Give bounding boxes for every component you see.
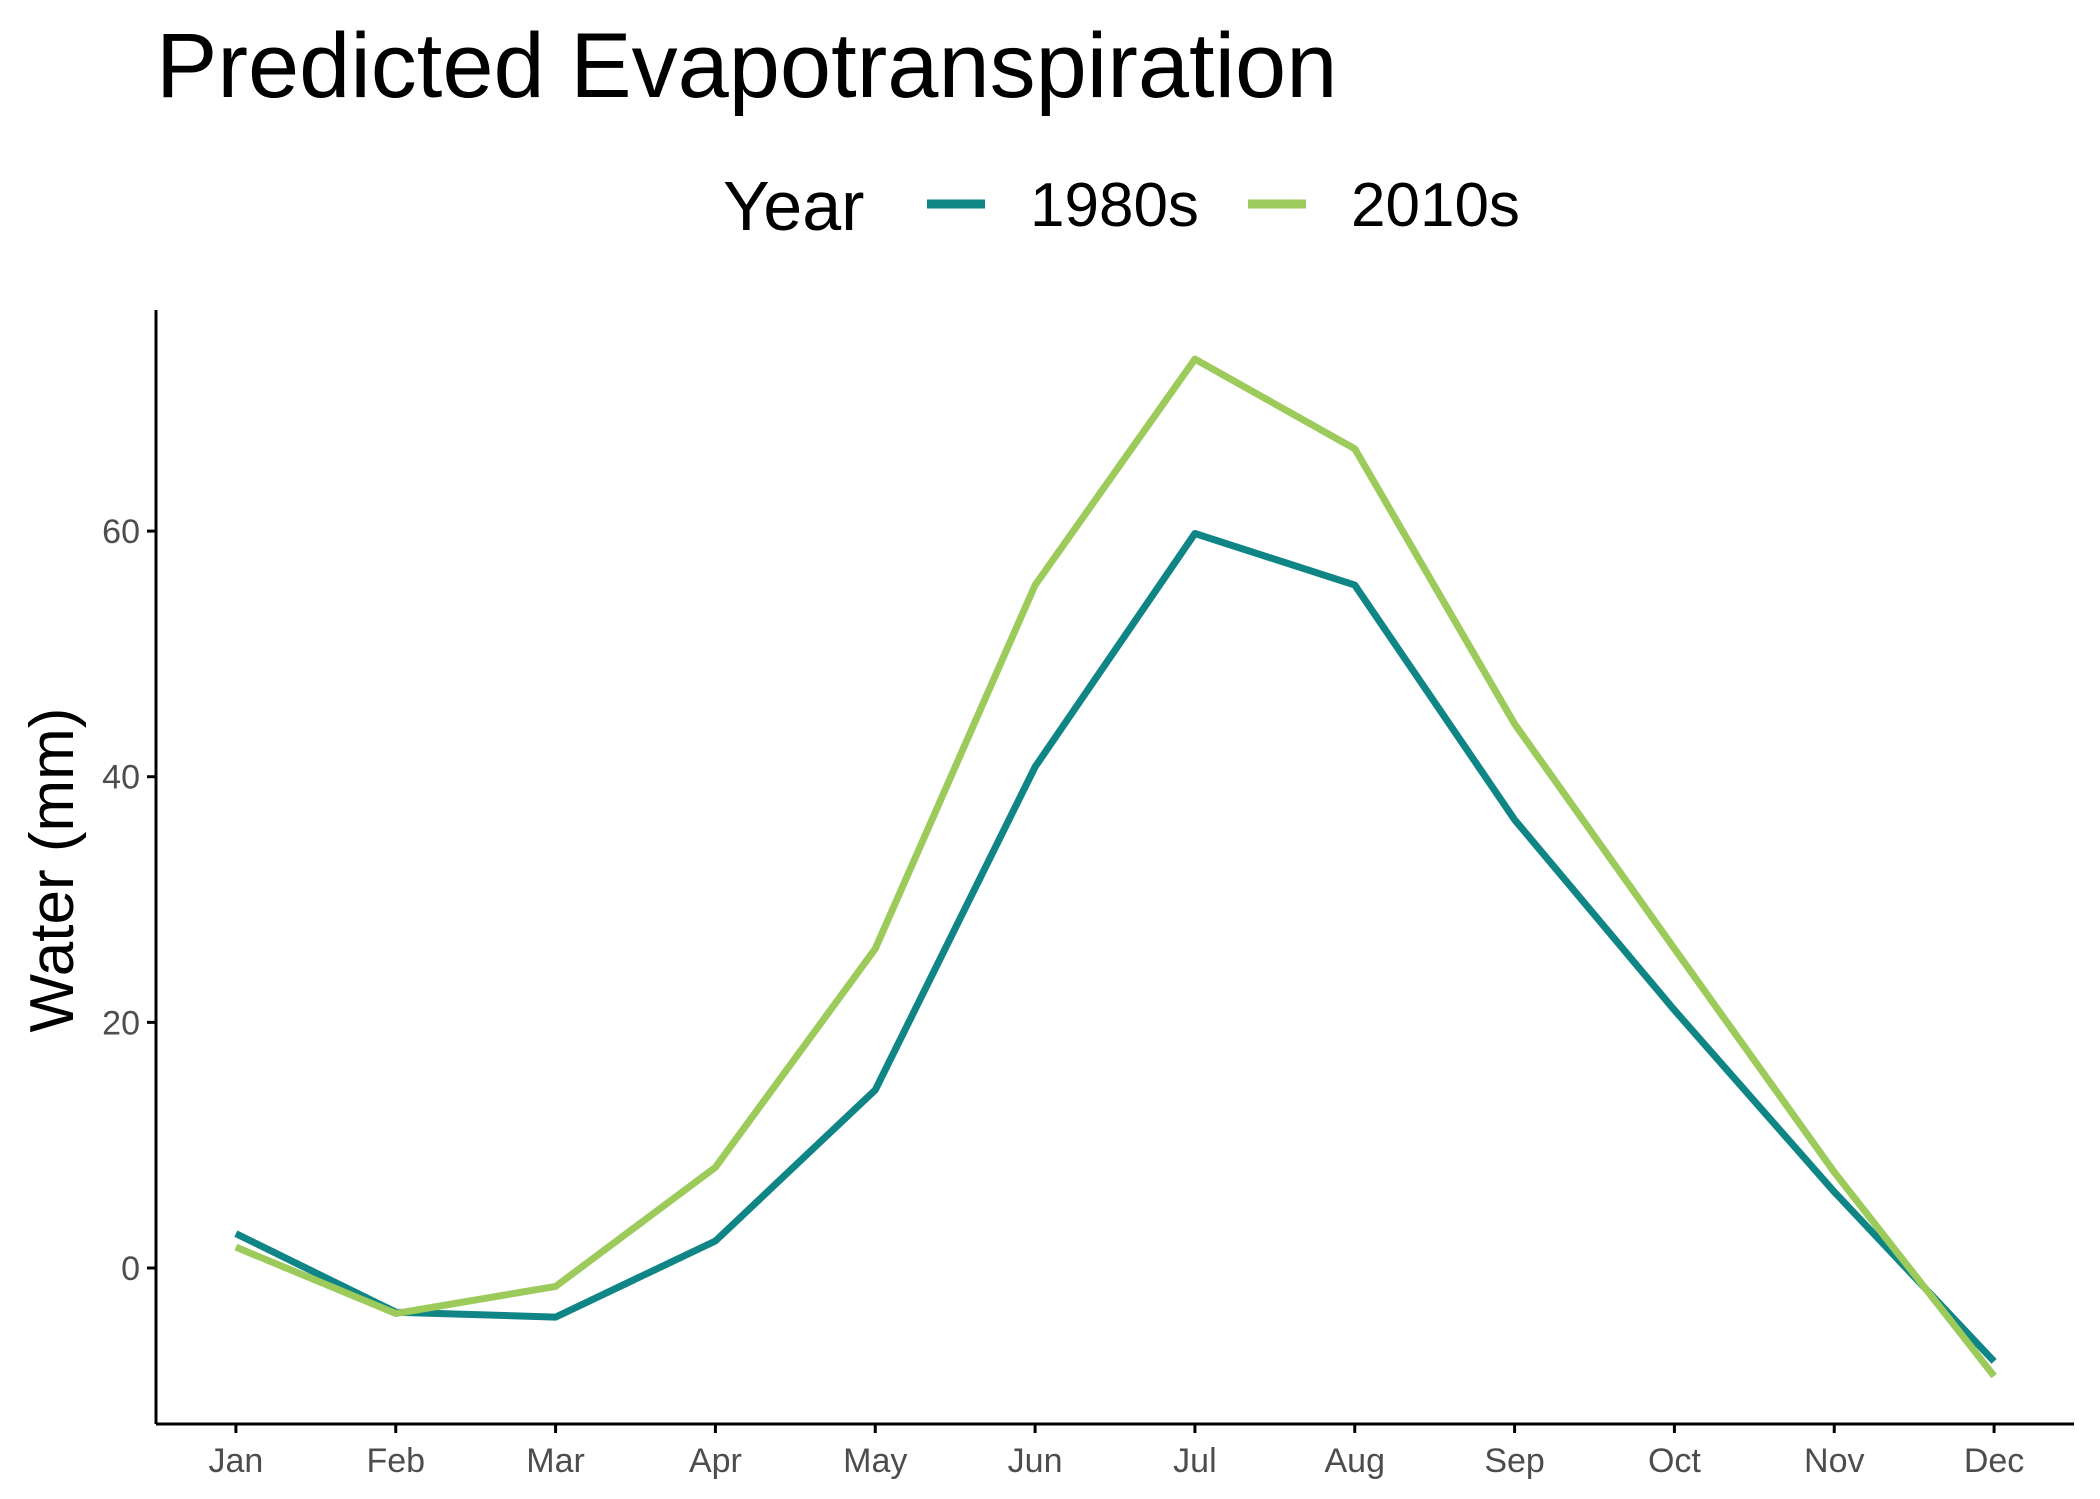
x-tick-label: Sep <box>1484 1442 1545 1480</box>
legend-label-1980s: 1980s <box>1030 171 1199 240</box>
series-line-1980s <box>234 530 1997 1364</box>
x-tick-label: Jan <box>209 1442 264 1480</box>
series-lines <box>234 355 1997 1379</box>
y-ticks: 0 20 40 60 <box>102 513 156 1288</box>
chart-title: Predicted Evapotranspiration <box>156 15 1337 117</box>
series-line-2010s <box>234 355 1997 1379</box>
x-tick-label: Nov <box>1804 1442 1864 1480</box>
y-axis-label: Water (mm) <box>18 708 87 1033</box>
x-tick-label: Dec <box>1964 1442 2024 1480</box>
y-tick-label: 60 <box>102 513 140 551</box>
x-tick-label: May <box>843 1442 907 1480</box>
legend-title: Year <box>723 167 864 245</box>
x-ticks: Jan Feb Mar Apr May Jun Jul Aug Sep Oct Nov Dec <box>209 1424 2024 1480</box>
y-tick-label: 40 <box>102 759 140 797</box>
x-tick-label: Jul <box>1173 1442 1216 1480</box>
x-tick-label: Oct <box>1648 1442 1701 1480</box>
legend: Year 1980s 2010s <box>723 167 1520 245</box>
x-tick-label: Apr <box>689 1442 742 1480</box>
plot-area: 0 20 40 60 Jan Feb Mar Apr May Jun Jul Aug Sep Oct No… <box>102 310 2074 1480</box>
legend-label-2010s: 2010s <box>1351 171 1520 240</box>
y-tick-label: 0 <box>121 1250 140 1288</box>
x-tick-label: Feb <box>366 1442 425 1480</box>
x-tick-label: Jun <box>1008 1442 1063 1480</box>
x-tick-label: Mar <box>526 1442 585 1480</box>
y-tick-label: 20 <box>102 1004 140 1042</box>
x-tick-label: Aug <box>1325 1442 1386 1480</box>
